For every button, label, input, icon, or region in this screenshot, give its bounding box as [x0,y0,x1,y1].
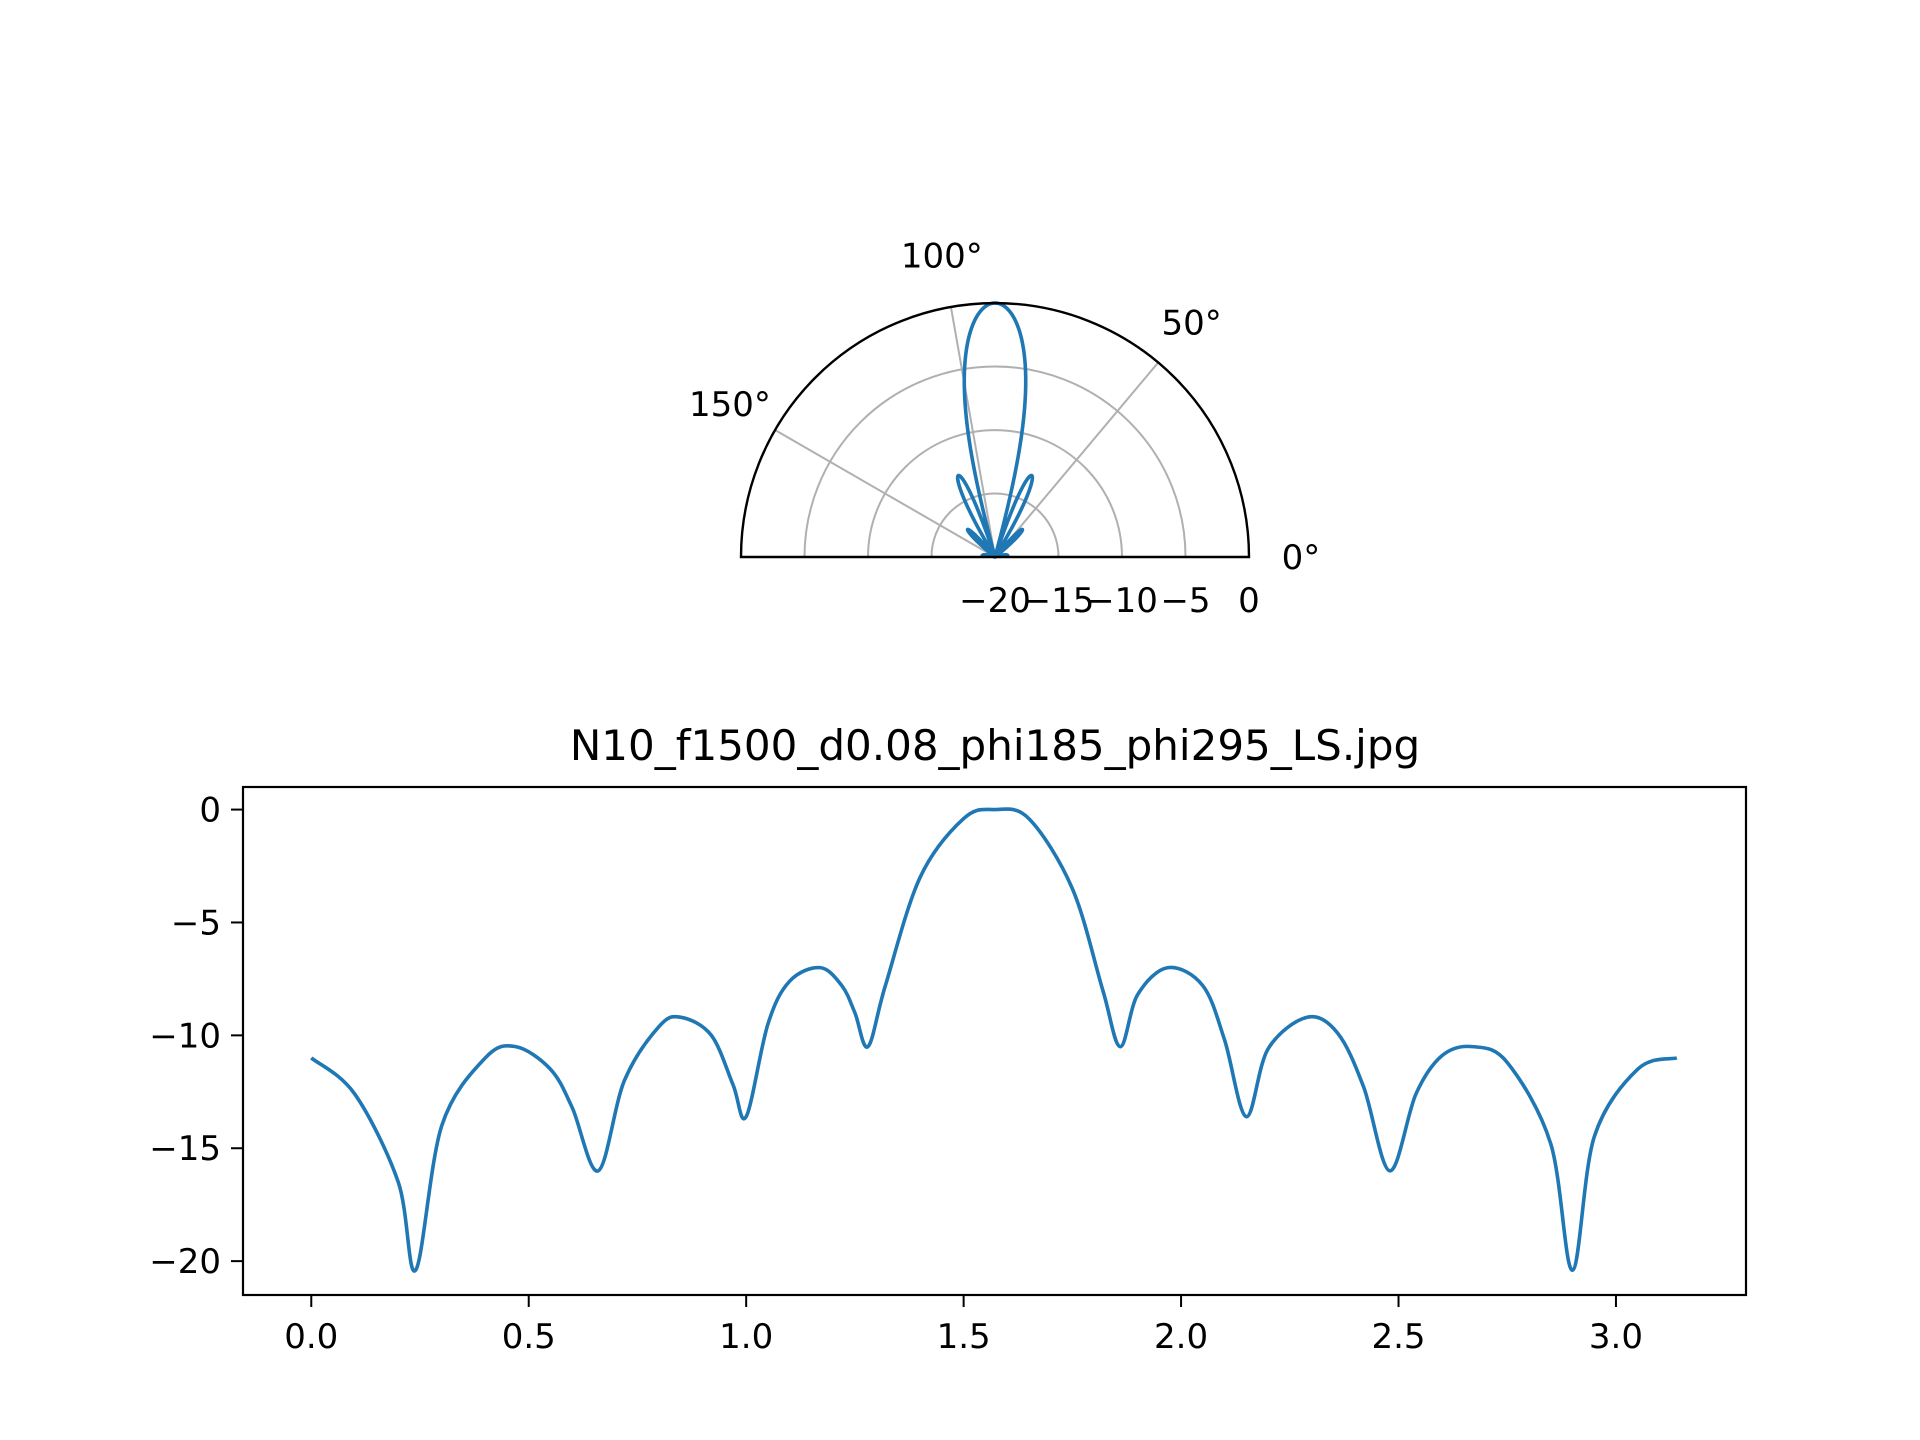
x-tick-label: 0.0 [284,1317,338,1357]
y-tick-label: −5 [171,903,221,943]
line-chart: N10_f1500_d0.08_phi185_phi295_LS.jpg 0.0… [149,721,1748,1357]
x-tick-label: 1.0 [719,1317,773,1357]
y-axis-ticks: 0 −5 −10 −15 −20 [149,791,243,1282]
y-tick-label: −15 [149,1129,221,1169]
polar-r-gridline [867,429,1123,558]
polar-r-tick-label: −5 [1160,581,1210,621]
polar-grid [774,306,1187,558]
y-tick-label: 0 [199,791,221,831]
polar-theta-tick-labels: 0° 50° 100° 150° [689,237,1320,578]
x-tick-label: 0.5 [502,1317,556,1357]
polar-r-tick-label: −20 [959,581,1031,621]
polar-theta-tick-label: 150° [689,385,771,425]
polar-chart: 0° 50° 100° 150° −20−15−10 −5 0 [689,237,1320,621]
x-tick-label: 2.5 [1371,1317,1425,1357]
polar-theta-gridline [949,306,996,558]
polar-r-gridline [803,365,1187,558]
polar-r-tick-label: −10 [1086,581,1158,621]
polar-r-tick-label: 0 [1238,581,1260,621]
polar-theta-gridline [774,429,996,558]
polar-theta-tick-label: 100° [901,237,983,277]
polar-theta-tick-label: 50° [1162,304,1222,344]
x-tick-label: 1.5 [937,1317,991,1357]
polar-r-tick-label: −15 [1023,581,1095,621]
polar-theta-tick-label: 0° [1282,538,1321,578]
polar-theta-gridline [994,361,1160,558]
polar-r-tick-labels: −20−15−10 −5 0 [959,581,1260,621]
x-axis-ticks: 0.0 0.5 1.0 1.5 2.0 2.5 3.0 [284,1295,1643,1357]
chart-title: N10_f1500_d0.08_phi185_phi295_LS.jpg [570,721,1420,770]
polar-r-gridline [930,492,1060,558]
line-series-line [310,807,1678,1273]
y-tick-label: −10 [149,1016,221,1056]
y-tick-label: −20 [149,1242,221,1282]
x-tick-label: 2.0 [1154,1317,1208,1357]
plot-frame [241,785,1748,1297]
x-tick-label: 3.0 [1589,1317,1643,1357]
polar-frame [739,301,1251,559]
